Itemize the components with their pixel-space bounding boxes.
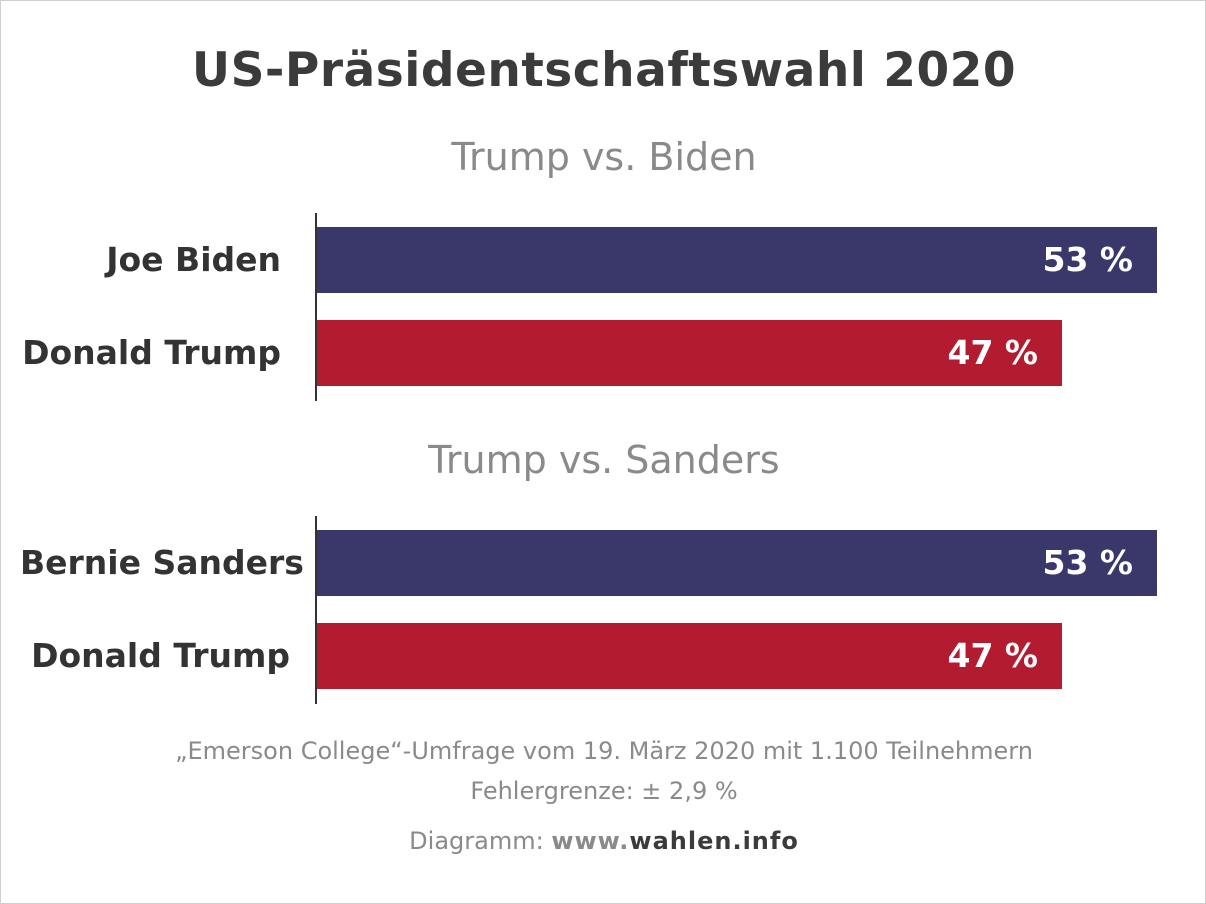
credit-line: Diagramm: www.wahlen.info [1, 827, 1206, 855]
category-label-donald-trump-1: Donald Trump [22, 333, 281, 372]
bar-joe-biden: 53 % [317, 227, 1157, 293]
category-label-bernie-sanders: Bernie Sanders [20, 543, 304, 582]
credit-www: www. [551, 827, 630, 855]
bar-donald-trump-2: 47 % [317, 623, 1062, 689]
chart-title: US-Präsidentschaftswahl 2020 [191, 43, 1017, 98]
category-label-donald-trump-2: Donald Trump [31, 636, 290, 675]
bar-bernie-sanders: 53 % [317, 530, 1157, 596]
credit-domain: wahlen.info [629, 827, 799, 855]
panel-axis-biden [315, 213, 317, 401]
bar-value-donald-trump-1: 47 % [947, 333, 1038, 372]
panel-subtitle-sanders: Trump vs. Sanders [428, 438, 780, 482]
bar-value-donald-trump-2: 47 % [947, 636, 1038, 675]
source-note: „Emerson College“-Umfrage vom 19. März 2… [175, 737, 1033, 765]
bar-donald-trump-1: 47 % [317, 320, 1062, 386]
panel-subtitle-biden: Trump vs. Biden [451, 135, 757, 179]
panel-axis-sanders [315, 516, 317, 704]
margin-of-error-note: Fehlergrenze: ± 2,9 % [470, 777, 738, 805]
bar-value-joe-biden: 53 % [1042, 240, 1133, 279]
category-label-joe-biden: Joe Biden [106, 240, 281, 279]
credit-prefix: Diagramm: [409, 827, 552, 855]
bar-value-bernie-sanders: 53 % [1042, 543, 1133, 582]
